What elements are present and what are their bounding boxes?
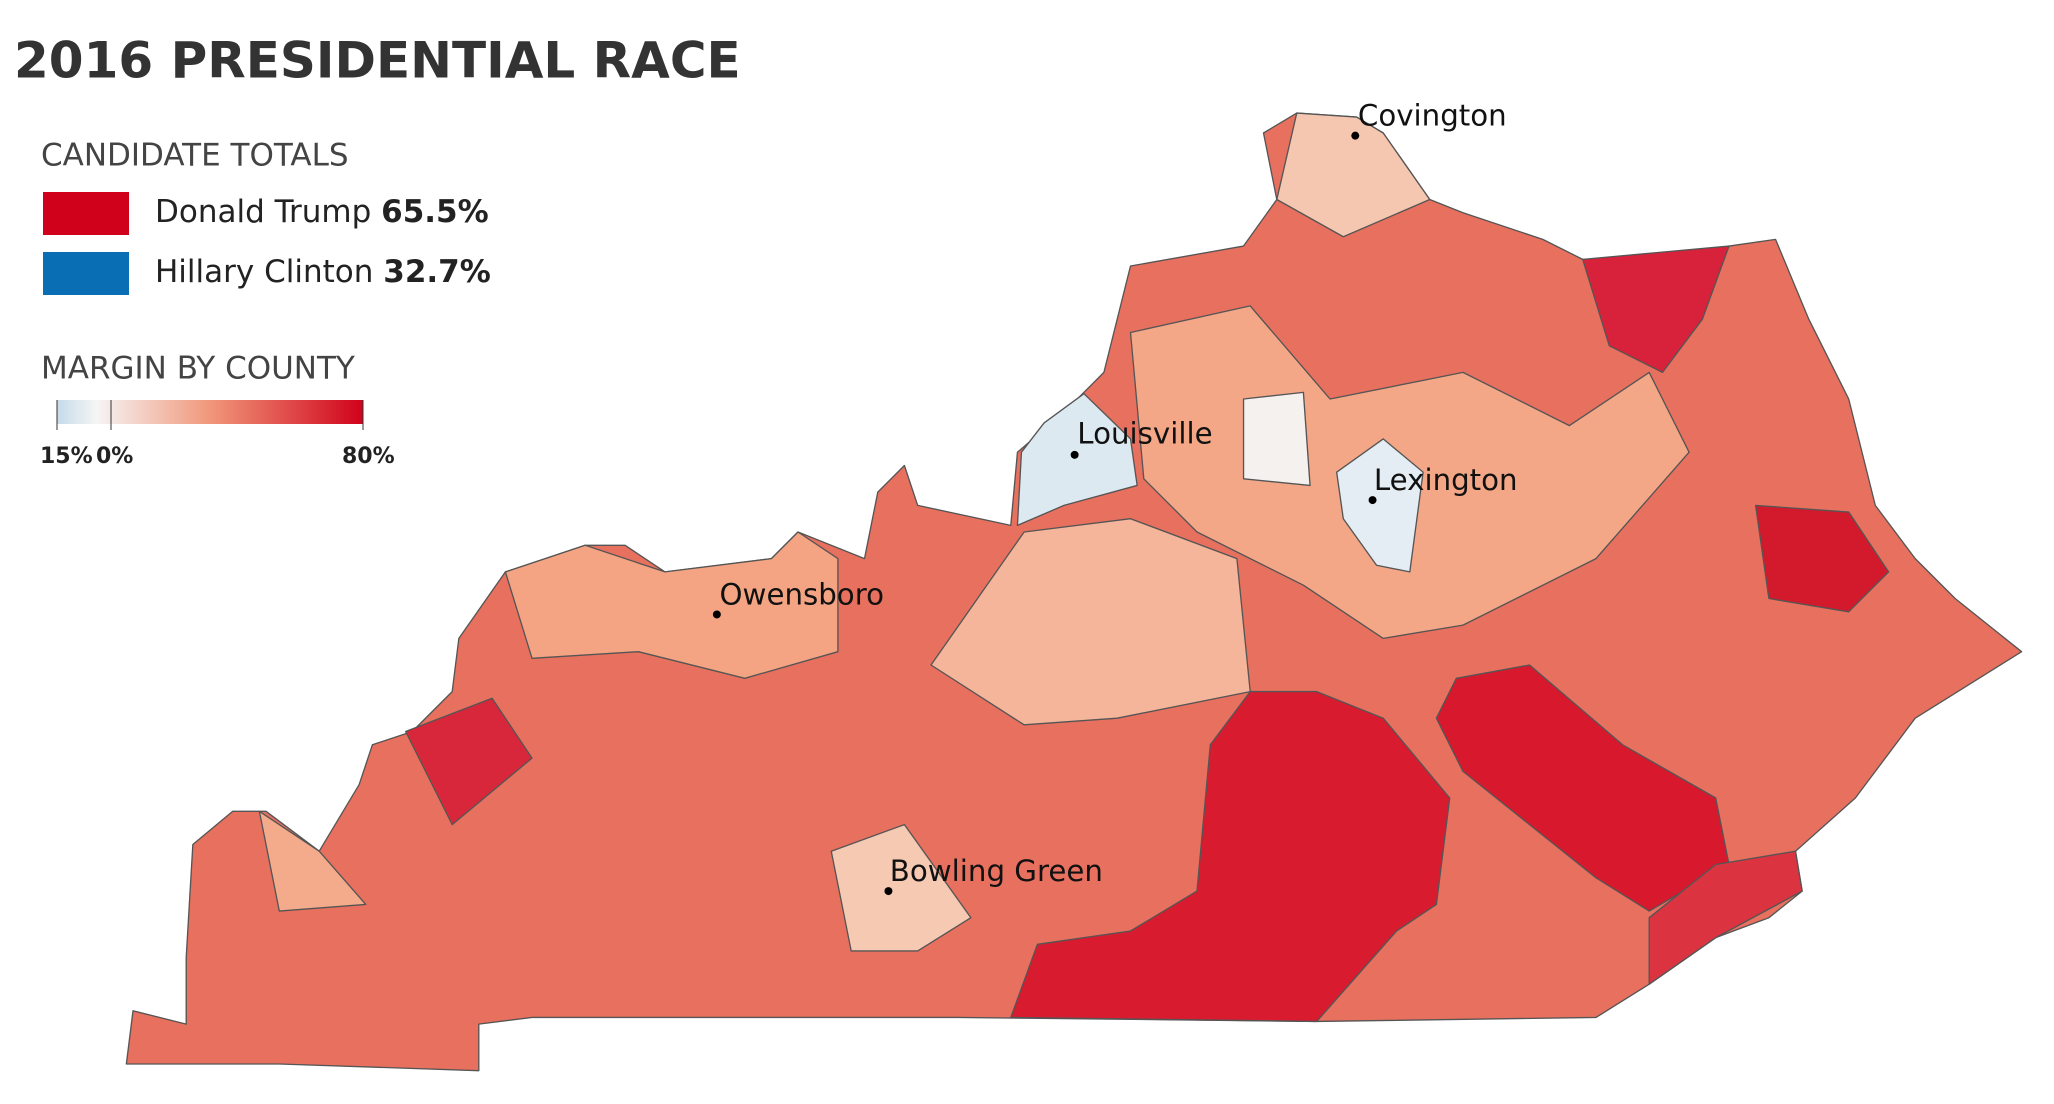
region	[1582, 245, 1730, 374]
region	[258, 810, 367, 912]
region	[930, 518, 1251, 726]
lexington	[1335, 438, 1424, 573]
legend-swatch	[43, 252, 129, 295]
scale-heading: MARGIN BY COUNTY	[41, 351, 355, 387]
scale-bar	[57, 400, 363, 424]
region	[1010, 690, 1451, 1023]
region	[1754, 504, 1890, 613]
city-dot	[1351, 131, 1360, 140]
city-label: Louisville	[1077, 416, 1212, 450]
legend-swatch	[43, 192, 129, 235]
scale-label: 15%	[40, 444, 93, 469]
region	[1242, 391, 1311, 487]
map: Covington Louisville Lexington Owensboro…	[125, 99, 2023, 1072]
legend-heading: CANDIDATE TOTALS	[41, 138, 349, 174]
city-dot	[712, 610, 721, 619]
louisville	[1016, 393, 1138, 527]
region	[504, 531, 839, 679]
legend-entry: Donald Trump 65.5%	[155, 194, 489, 230]
scale-label: 0%	[96, 444, 133, 469]
city-label: Covington	[1358, 99, 1507, 133]
region	[1648, 850, 1803, 985]
city-label: Owensboro	[720, 577, 884, 611]
city-dot	[1070, 450, 1079, 459]
city-dot	[884, 887, 893, 896]
region	[404, 697, 533, 826]
city-label: Lexington	[1374, 463, 1518, 497]
city-dot	[1368, 496, 1377, 505]
legend-entry: Hillary Clinton 32.7%	[155, 254, 491, 290]
region	[1276, 112, 1431, 238]
region	[830, 823, 972, 952]
region	[1435, 664, 1730, 912]
title: 2016 PRESIDENTIAL RACE	[14, 32, 741, 90]
city-label: Bowling Green	[890, 854, 1103, 888]
scale-label: 80%	[342, 444, 395, 469]
